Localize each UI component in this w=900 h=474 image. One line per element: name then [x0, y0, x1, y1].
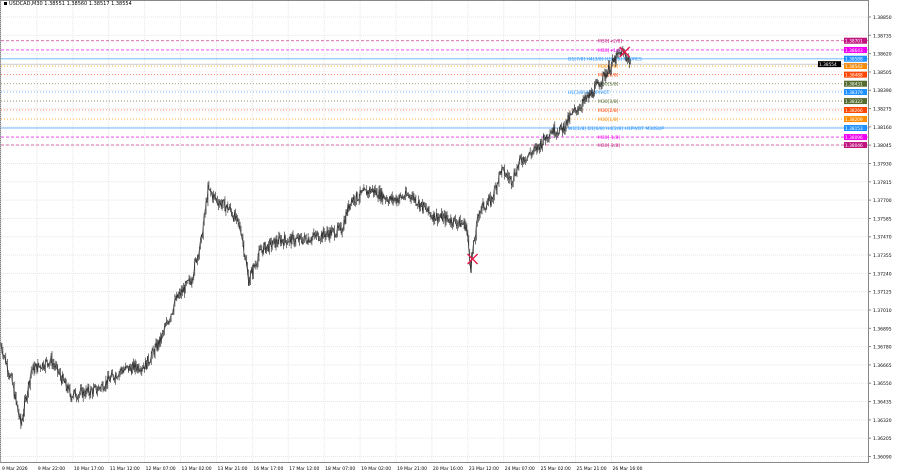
x-tick-label: 12 Mar 07:00: [146, 466, 176, 472]
level-price-value: 1.38643: [845, 48, 863, 54]
level-price-value: 1.38266: [845, 108, 863, 114]
x-marker-icon: [467, 253, 479, 265]
level-label: M30[-2/8]: [598, 143, 620, 149]
x-tick-label: 16 Mar 17:00: [253, 466, 283, 472]
x-tick-label: 9 Mar 22:00: [38, 466, 65, 472]
chart-title-text: USDCAD,M30 1.38551 1.38560 1.38517 1.385…: [9, 1, 132, 7]
y-tick-label: 1.36205: [873, 436, 892, 442]
x-tick-label: 18 Mar 07:00: [325, 466, 355, 472]
level-label: M30[1/8]: [598, 117, 619, 123]
y-tick-label: 1.36090: [873, 454, 892, 460]
level-price-value: 1.38153: [845, 126, 863, 132]
x-tick-label: 9 Mar 2026: [2, 466, 28, 472]
x-tick-label: 13 Mar 21:00: [217, 466, 247, 472]
level-price-value: 1.38431: [845, 82, 863, 88]
x-tick-label: 19 Mar 02:00: [361, 466, 391, 472]
level-price-value: 1.38322: [845, 99, 863, 105]
x-tick-label: 23 Mar 12:00: [469, 466, 499, 472]
marker-stroke: [467, 253, 479, 265]
y-tick-label: 1.37585: [873, 216, 892, 222]
price-line: [0, 49, 631, 426]
level-label: M30[3/8]: [598, 99, 619, 105]
level-price-tag: [844, 89, 867, 95]
level-label: M30[-1/8]: [598, 135, 620, 141]
y-tick-label: 1.37010: [873, 308, 892, 314]
y-tick-label: 1.38735: [873, 33, 892, 39]
level-label: W1[1/8] D1[6/8] H4[2/8] H1PIVOT M30SUP: [568, 126, 664, 132]
level-price-tag: [844, 37, 867, 44]
x-tick-label: 19 Mar 21:00: [397, 466, 427, 472]
y-tick-label: 1.36320: [873, 418, 892, 424]
level-label: M30[+2/8]: [598, 39, 622, 45]
level-label: D1[7/8] H4[3/8] H1[5/8] M30RES: [568, 57, 642, 63]
level-price-tag: [844, 124, 867, 131]
x-tick-label: 13 Mar 02:00: [182, 466, 212, 472]
y-tick-label: 1.38045: [873, 143, 892, 149]
level-price-value: 1.38209: [845, 117, 863, 123]
x-tick-label: 25 Mar 21:00: [577, 466, 607, 472]
level-price-value: 1.38542: [845, 64, 863, 70]
level-price-value: 1.38379: [845, 90, 863, 96]
y-tick-label: 1.37700: [873, 198, 892, 204]
level-price-value: 1.38701: [845, 39, 863, 45]
x-marker-icon: [619, 46, 631, 58]
level-price-tag: [844, 63, 867, 70]
y-tick-label: 1.37240: [873, 271, 892, 277]
x-tick-label: 11 Mar 12:00: [110, 466, 140, 472]
level-price-tag: [844, 116, 867, 123]
level-label: M30[6/8]: [598, 73, 619, 79]
level-price-tag: [844, 71, 867, 78]
y-tick-label: 1.36665: [873, 363, 892, 369]
y-tick-label: 1.38390: [873, 88, 892, 94]
level-price-value: 1.38046: [845, 143, 863, 149]
level-label: M30[5/8]: [598, 82, 619, 88]
y-tick-label: 1.37125: [873, 290, 892, 296]
plot-area: [0, 0, 869, 463]
level-price-tag: [844, 46, 867, 53]
level-price-tag: [844, 134, 867, 141]
level-price-tag: [844, 106, 867, 113]
level-price-tag: [844, 80, 867, 87]
current-price-value: 1.38554: [819, 62, 837, 68]
marker-stroke: [619, 46, 631, 58]
level-price-tag: [844, 142, 867, 149]
chart-title: USDCAD,M30 1.38551 1.38560 1.38517 1.385…: [4, 1, 132, 7]
x-tick-label: 10 Mar 17:00: [74, 466, 104, 472]
x-tick-label: 26 Mar 16:00: [612, 466, 642, 472]
y-tick-label: 1.38620: [873, 52, 892, 58]
x-tick-label: 17 Mar 12:00: [289, 466, 319, 472]
level-price-tag: [844, 55, 867, 62]
level-price-tag: [844, 98, 867, 105]
level-price-value: 1.38488: [845, 72, 863, 78]
y-tick-label: 1.36780: [873, 345, 892, 351]
y-tick-label: 1.37470: [873, 235, 892, 241]
y-tick-label: 1.36895: [873, 326, 892, 332]
y-tick-label: 1.37355: [873, 253, 892, 259]
y-tick-label: 1.36550: [873, 381, 892, 387]
x-tick-label: 25 Mar 02:00: [541, 466, 571, 472]
y-tick-label: 1.38275: [873, 107, 892, 113]
symbol-icon: [4, 2, 7, 5]
y-tick-label: 1.36435: [873, 400, 892, 406]
level-price-value: 1.38588: [845, 57, 863, 63]
level-price-value: 1.38096: [845, 135, 863, 141]
y-tick-label: 1.37930: [873, 161, 892, 167]
level-label: M30[2/8]: [598, 108, 619, 114]
y-tick-label: 1.38505: [873, 70, 892, 76]
y-tick-label: 1.38160: [873, 125, 892, 131]
y-tick-label: 1.38850: [873, 15, 892, 21]
current-price-tag: [818, 61, 841, 68]
x-tick-label: 24 Mar 07:00: [505, 466, 535, 472]
candles: [0, 45, 631, 430]
level-label: M30[+1/8]: [598, 48, 622, 54]
x-tick-label: 20 Mar 16:00: [433, 466, 463, 472]
y-tick-label: 1.37815: [873, 180, 892, 186]
